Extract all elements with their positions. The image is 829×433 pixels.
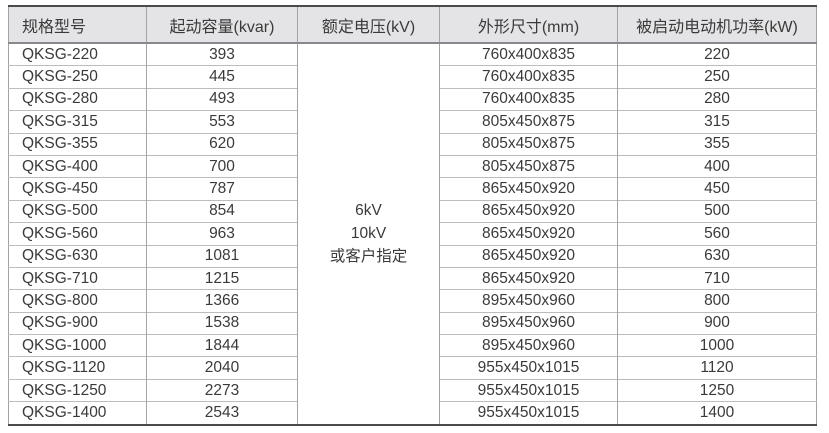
cell-dimensions: 865x450x920 — [439, 199, 618, 223]
cell-capacity: 620 — [146, 132, 298, 156]
table-row: QKSG-710 1215 865x450x920 710 — [8, 266, 817, 290]
cell-capacity: 1366 — [146, 289, 298, 313]
cell-model: QKSG-1120 — [8, 356, 147, 380]
cell-dimensions: 865x450x920 — [439, 177, 618, 201]
table-row: QKSG-400 700 805x450x875 400 — [8, 154, 817, 178]
cell-capacity: 2040 — [146, 356, 298, 380]
cell-model: QKSG-1000 — [8, 334, 147, 357]
cell-power: 500 — [617, 199, 817, 223]
header-model: 规格型号 — [8, 6, 147, 44]
cell-power: 400 — [617, 154, 817, 178]
cell-power: 900 — [617, 311, 817, 335]
cell-model: QKSG-315 — [8, 110, 147, 134]
cell-capacity: 963 — [146, 222, 298, 246]
cell-capacity: 2273 — [146, 378, 298, 402]
cell-power: 630 — [617, 244, 817, 268]
cell-capacity: 445 — [146, 65, 298, 89]
header-start-capacity: 起动容量(kvar) — [146, 6, 298, 44]
table-row: QKSG-900 1538 895x450x960 900 — [8, 311, 817, 335]
cell-power: 315 — [617, 110, 817, 134]
cell-dimensions: 805x450x875 — [439, 110, 618, 134]
spec-table: 规格型号 起动容量(kvar) 额定电压(kV) 外形尺寸(mm) 被启动电动机… — [8, 5, 817, 426]
table-row: QKSG-280 493 760x400x835 280 — [8, 87, 817, 111]
cell-dimensions: 955x450x1015 — [439, 401, 618, 425]
header-motor-power: 被启动电动机功率(kW) — [617, 6, 817, 44]
cell-model: QKSG-400 — [8, 154, 147, 178]
cell-power: 450 — [617, 177, 817, 201]
cell-dimensions: 760x400x835 — [439, 65, 618, 89]
table-row: QKSG-500 854 865x450x920 500 — [8, 199, 817, 223]
cell-model: QKSG-1400 — [8, 401, 147, 425]
voltage-line: 或客户指定 — [329, 248, 408, 266]
cell-model: QKSG-560 — [8, 222, 147, 246]
cell-model: QKSG-250 — [8, 65, 147, 89]
cell-capacity: 553 — [146, 110, 298, 134]
table-row: QKSG-315 553 805x450x875 315 — [8, 110, 817, 134]
cell-dimensions: 760x400x835 — [439, 87, 618, 111]
cell-model: QKSG-900 — [8, 311, 147, 335]
table-body: QKSG-220 393 6kV 10kV 或客户指定 760x400x835 220 QKS… — [8, 42, 817, 425]
cell-model: QKSG-800 — [8, 289, 147, 313]
cell-dimensions: 865x450x920 — [439, 266, 618, 290]
table-row: QKSG-220 393 6kV 10kV 或客户指定 760x400x835 220 — [8, 42, 817, 425]
cell-power: 560 — [617, 222, 817, 246]
cell-capacity: 493 — [146, 87, 298, 111]
cell-power: 1000 — [617, 334, 817, 357]
table-row: QKSG-1000 1844 895x450x960 1000 — [8, 334, 817, 357]
cell-dimensions: 895x450x960 — [439, 289, 618, 313]
voltage-line: 10kV — [350, 225, 387, 243]
table-row: QKSG-450 787 865x450x920 450 — [8, 177, 817, 201]
cell-dimensions: 895x450x960 — [439, 334, 618, 357]
cell-capacity: 1081 — [146, 244, 298, 268]
cell-capacity: 1215 — [146, 266, 298, 290]
cell-model: QKSG-630 — [8, 244, 147, 268]
cell-power: 710 — [617, 266, 817, 290]
cell-capacity: 1844 — [146, 334, 298, 357]
cell-model: QKSG-280 — [8, 87, 147, 111]
cell-dimensions: 955x450x1015 — [439, 356, 618, 380]
cell-model: QKSG-450 — [8, 177, 147, 201]
cell-capacity: 854 — [146, 199, 298, 223]
cell-dimensions: 805x450x875 — [439, 154, 618, 178]
table-row: QKSG-560 963 865x450x920 560 — [8, 222, 817, 246]
header-row: 规格型号 起动容量(kvar) 额定电压(kV) 外形尺寸(mm) 被启动电动机… — [8, 6, 817, 44]
cell-capacity: 787 — [146, 177, 298, 201]
header-dimensions: 外形尺寸(mm) — [439, 6, 618, 44]
cell-power: 280 — [617, 87, 817, 111]
cell-power: 1250 — [617, 378, 817, 402]
table-row: QKSG-250 445 760x400x835 250 — [8, 65, 817, 89]
cell-capacity: 700 — [146, 154, 298, 178]
cell-capacity: 2543 — [146, 401, 298, 425]
table-row: QKSG-1120 2040 955x450x1015 1120 — [8, 356, 817, 380]
cell-power: 355 — [617, 132, 817, 156]
cell-dimensions: 955x450x1015 — [439, 378, 618, 402]
cell-capacity: 393 — [146, 42, 298, 66]
cell-rated-voltage: 6kV 10kV 或客户指定 — [297, 43, 440, 425]
cell-dimensions: 760x400x835 — [439, 42, 618, 66]
cell-capacity: 1538 — [146, 311, 298, 335]
table-row: QKSG-1250 2273 955x450x1015 1250 — [8, 378, 817, 402]
cell-dimensions: 865x450x920 — [439, 244, 618, 268]
cell-model: QKSG-500 — [8, 199, 147, 223]
cell-power: 1120 — [617, 356, 817, 380]
table-row: QKSG-355 620 805x450x875 355 — [8, 132, 817, 156]
cell-model: QKSG-1250 — [8, 378, 147, 402]
cell-dimensions: 865x450x920 — [439, 222, 618, 246]
cell-power: 250 — [617, 65, 817, 89]
table-row: QKSG-1400 2543 955x450x1015 1400 — [8, 401, 817, 425]
cell-model: QKSG-710 — [8, 266, 147, 290]
table-row: QKSG-800 1366 895x450x960 800 — [8, 289, 817, 313]
cell-power: 1400 — [617, 401, 817, 425]
cell-power: 220 — [617, 42, 817, 66]
cell-model: QKSG-220 — [8, 42, 147, 66]
cell-dimensions: 895x450x960 — [439, 311, 618, 335]
voltage-line: 6kV — [355, 202, 382, 220]
cell-power: 800 — [617, 289, 817, 313]
cell-model: QKSG-355 — [8, 132, 147, 156]
header-rated-voltage: 额定电压(kV) — [297, 6, 440, 44]
cell-dimensions: 805x450x875 — [439, 132, 618, 156]
table-row: QKSG-630 1081 865x450x920 630 — [8, 244, 817, 268]
